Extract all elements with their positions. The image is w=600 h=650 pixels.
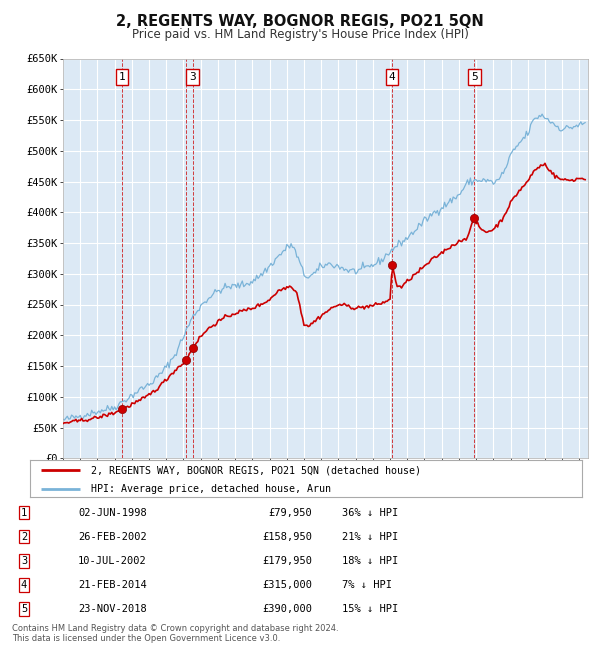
Text: 7% ↓ HPI: 7% ↓ HPI xyxy=(342,580,392,590)
Text: 21-FEB-2014: 21-FEB-2014 xyxy=(78,580,147,590)
Text: 5: 5 xyxy=(21,604,27,614)
Text: 18% ↓ HPI: 18% ↓ HPI xyxy=(342,556,398,566)
Point xyxy=(470,213,479,224)
Text: 5: 5 xyxy=(471,72,478,82)
Text: 2, REGENTS WAY, BOGNOR REGIS, PO21 5QN (detached house): 2, REGENTS WAY, BOGNOR REGIS, PO21 5QN (… xyxy=(91,465,421,475)
Text: £390,000: £390,000 xyxy=(262,604,312,614)
Text: 23-NOV-2018: 23-NOV-2018 xyxy=(78,604,147,614)
Text: 02-JUN-1998: 02-JUN-1998 xyxy=(78,508,147,517)
Text: 1: 1 xyxy=(21,508,27,517)
Text: 26-FEB-2002: 26-FEB-2002 xyxy=(78,532,147,541)
Text: 4: 4 xyxy=(389,72,395,82)
Text: 4: 4 xyxy=(21,580,27,590)
Text: 1: 1 xyxy=(118,72,125,82)
Text: Contains HM Land Registry data © Crown copyright and database right 2024.
This d: Contains HM Land Registry data © Crown c… xyxy=(12,624,338,644)
Text: 2: 2 xyxy=(21,532,27,541)
Text: 3: 3 xyxy=(21,556,27,566)
Text: 3: 3 xyxy=(189,72,196,82)
Text: HPI: Average price, detached house, Arun: HPI: Average price, detached house, Arun xyxy=(91,484,331,494)
Text: £158,950: £158,950 xyxy=(262,532,312,541)
Text: 36% ↓ HPI: 36% ↓ HPI xyxy=(342,508,398,517)
Text: £179,950: £179,950 xyxy=(262,556,312,566)
Text: £315,000: £315,000 xyxy=(262,580,312,590)
Text: 21% ↓ HPI: 21% ↓ HPI xyxy=(342,532,398,541)
Text: 2, REGENTS WAY, BOGNOR REGIS, PO21 5QN: 2, REGENTS WAY, BOGNOR REGIS, PO21 5QN xyxy=(116,14,484,29)
Text: 10-JUL-2002: 10-JUL-2002 xyxy=(78,556,147,566)
Text: £79,950: £79,950 xyxy=(268,508,312,517)
Point xyxy=(181,356,191,366)
Point xyxy=(388,259,397,270)
Text: Price paid vs. HM Land Registry's House Price Index (HPI): Price paid vs. HM Land Registry's House … xyxy=(131,28,469,41)
Point xyxy=(188,343,197,353)
Text: 15% ↓ HPI: 15% ↓ HPI xyxy=(342,604,398,614)
Point xyxy=(117,404,127,414)
